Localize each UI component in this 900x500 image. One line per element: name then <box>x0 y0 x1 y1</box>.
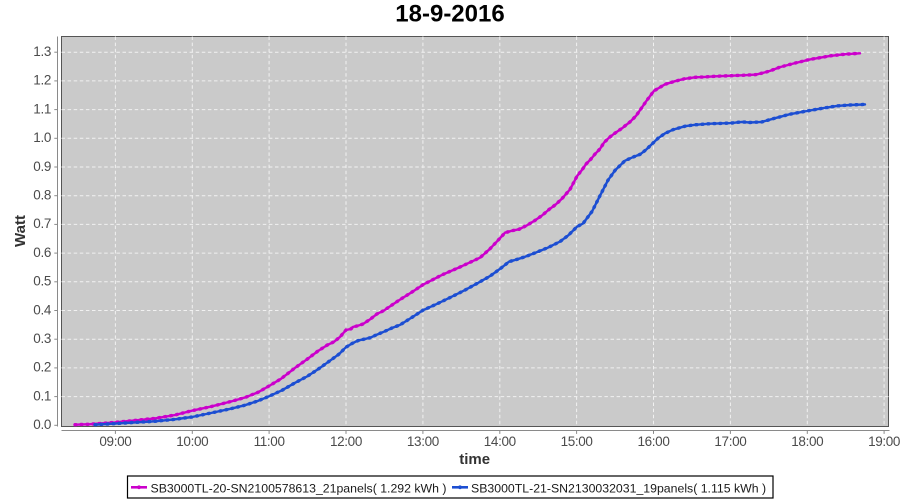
svg-text:SB3000TL-20-SN2100578613_21pan: SB3000TL-20-SN2100578613_21panels( 1.292… <box>151 482 447 496</box>
svg-text:0.9: 0.9 <box>33 159 51 174</box>
svg-text:Watt: Watt <box>12 215 29 247</box>
svg-text:0.0: 0.0 <box>33 417 51 432</box>
svg-text:1.3: 1.3 <box>33 44 51 59</box>
svg-text:16:00: 16:00 <box>637 434 669 449</box>
svg-text:0.3: 0.3 <box>33 331 51 346</box>
svg-text:0.4: 0.4 <box>33 302 52 317</box>
svg-text:1.2: 1.2 <box>33 73 51 88</box>
svg-text:SB3000TL-21-SN2130032031_19pan: SB3000TL-21-SN2130032031_19panels( 1.115… <box>471 482 766 496</box>
svg-text:0.6: 0.6 <box>33 245 51 260</box>
svg-text:09:00: 09:00 <box>99 434 131 449</box>
svg-text:18:00: 18:00 <box>791 434 823 449</box>
svg-text:10:00: 10:00 <box>176 434 208 449</box>
svg-text:0.5: 0.5 <box>33 274 51 289</box>
svg-text:0.2: 0.2 <box>33 360 51 375</box>
svg-text:1.0: 1.0 <box>33 130 51 145</box>
svg-text:0.8: 0.8 <box>33 188 51 203</box>
svg-text:0.7: 0.7 <box>33 216 51 231</box>
svg-text:15:00: 15:00 <box>561 434 593 449</box>
svg-text:0.1: 0.1 <box>33 388 51 403</box>
svg-text:12:00: 12:00 <box>330 434 362 449</box>
svg-text:19:00: 19:00 <box>868 434 900 449</box>
svg-text:11:00: 11:00 <box>254 434 285 449</box>
svg-text:14:00: 14:00 <box>484 434 516 449</box>
svg-text:13:00: 13:00 <box>407 434 439 449</box>
svg-text:1.1: 1.1 <box>33 101 51 116</box>
svg-text:17:00: 17:00 <box>714 434 746 449</box>
svg-text:time: time <box>459 451 490 468</box>
svg-text:18-9-2016: 18-9-2016 <box>395 1 504 28</box>
